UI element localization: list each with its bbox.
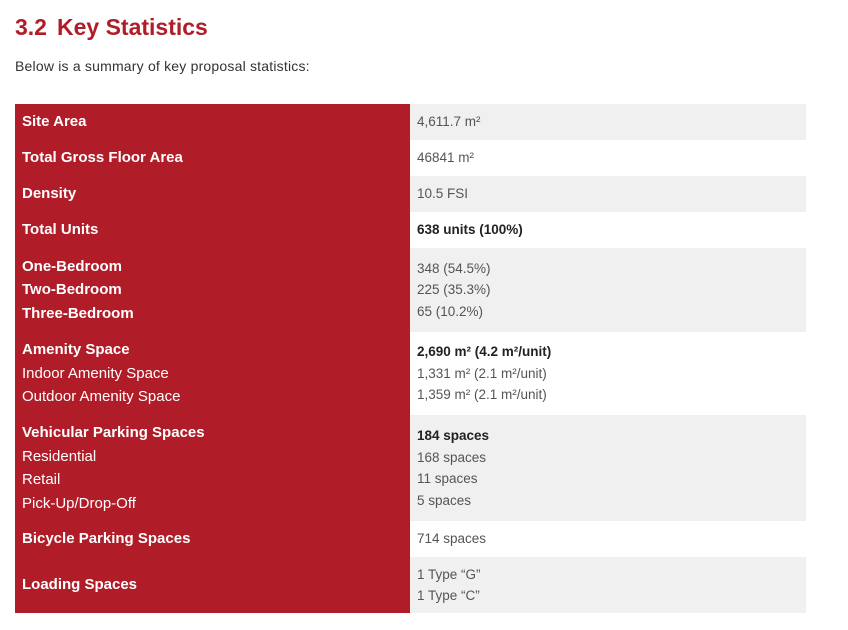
row-value-cell: 638 units (100%) (410, 212, 806, 248)
stat-value: 2,690 m² (4.2 m²/unit) (417, 344, 552, 360)
section-title: Key Statistics (56, 14, 208, 40)
table-row: Loading Spaces 1 Type “G” 1 Type “C” (15, 557, 806, 613)
stat-value: 11 spaces (417, 471, 478, 486)
stat-value: 348 (54.5%) (417, 260, 491, 276)
stat-value: 714 spaces (417, 531, 487, 547)
stat-value: 1,359 m² (2.1 m²/unit) (417, 387, 547, 403)
stat-value: 65 (10.2%) (417, 303, 484, 319)
stat-label: Total Units (22, 221, 99, 239)
stat-value: 10.5 FSI (417, 186, 469, 202)
stat-label: Vehicular Parking Spaces (22, 424, 205, 441)
stat-label: Indoor Amenity Space (22, 364, 169, 382)
stat-label: Retail (22, 471, 61, 488)
row-value-cell: 2,690 m² (4.2 m²/unit) 1,331 m² (2.1 m²/u… (410, 332, 806, 415)
table-row: Bicycle Parking Spaces 714 spaces (15, 521, 806, 557)
row-label-cell: Vehicular Parking Spaces Residential Retai… (15, 415, 410, 521)
row-value-cell: 184 spaces 168 spaces 11 spaces 5 spaces (410, 415, 806, 521)
section-number: 3.2 (15, 14, 47, 40)
stat-value: 184 spaces (417, 428, 490, 443)
stat-value: 1 Type “C” (417, 588, 480, 603)
table-row: Total Units 638 units (100%) (15, 212, 806, 248)
row-value-cell: 348 (54.5%) 225 (35.3%) 65 (10.2%) (410, 248, 806, 332)
stat-value: 638 units (100%) (417, 222, 523, 238)
stat-value: 225 (35.3%) (417, 282, 491, 298)
row-label-cell: Amenity Space Indoor Amenity Space Outdoor… (15, 332, 410, 415)
stat-label: Site Area (22, 113, 87, 131)
stat-value: 46841 m² (417, 150, 475, 166)
row-label-cell: Total Gross Floor Area (15, 140, 410, 176)
row-label-cell: Total Units (15, 212, 410, 248)
section-heading: 3.2 Key Statistics (15, 14, 208, 41)
row-label-cell: One-Bedroom Two-Bedroom Three-Bedroom (15, 248, 410, 332)
stat-label: One-Bedroom (22, 257, 123, 275)
stat-label: Loading Spaces (22, 576, 138, 594)
stat-label: Amenity Space (22, 341, 130, 359)
table-row: Site Area 4,611.7 m² (15, 104, 806, 140)
table-row: Amenity Space Indoor Amenity Space Outdoor… (15, 332, 806, 415)
stat-label: Bicycle Parking Spaces (22, 530, 191, 548)
row-value-cell: 714 spaces (410, 521, 806, 557)
row-label-cell: Density (15, 176, 410, 212)
table-row: Density 10.5 FSI (15, 176, 806, 212)
stat-value: 1 Type “G” (417, 566, 481, 582)
row-value-cell: 10.5 FSI (410, 176, 806, 212)
stat-value: 1,331 m² (2.1 m²/unit) (417, 365, 547, 381)
row-value-cell: 46841 m² (410, 140, 806, 176)
stat-label: Outdoor Amenity Space (22, 388, 181, 406)
stat-label: Three-Bedroom (22, 304, 134, 322)
row-value-cell: 1 Type “G” 1 Type “C” (410, 557, 806, 613)
stat-label: Two-Bedroom (22, 281, 122, 299)
row-value-cell: 4,611.7 m² (410, 104, 806, 140)
stat-label: Pick-Up/Drop-Off (22, 494, 136, 512)
stat-label: Residential (22, 447, 97, 465)
stat-value: 5 spaces (417, 492, 472, 508)
stat-value: 168 spaces (417, 449, 487, 465)
table-row: One-Bedroom Two-Bedroom Three-Bedroom 348 (… (15, 248, 806, 332)
table-row: Vehicular Parking Spaces Residential Retai… (15, 415, 806, 521)
key-statistics-table: Site Area 4,611.7 m² Total Gross Floor Are… (15, 104, 806, 613)
row-label-cell: Site Area (15, 104, 410, 140)
row-label-cell: Loading Spaces (15, 557, 410, 613)
table-row: Total Gross Floor Area 46841 m² (15, 140, 806, 176)
stat-label: Total Gross Floor Area (22, 149, 183, 167)
stat-value: 4,611.7 m² (417, 114, 481, 130)
row-label-cell: Bicycle Parking Spaces (15, 521, 410, 557)
intro-text: Below is a summary of key proposal stati… (15, 58, 310, 74)
stat-label: Density (22, 185, 77, 203)
